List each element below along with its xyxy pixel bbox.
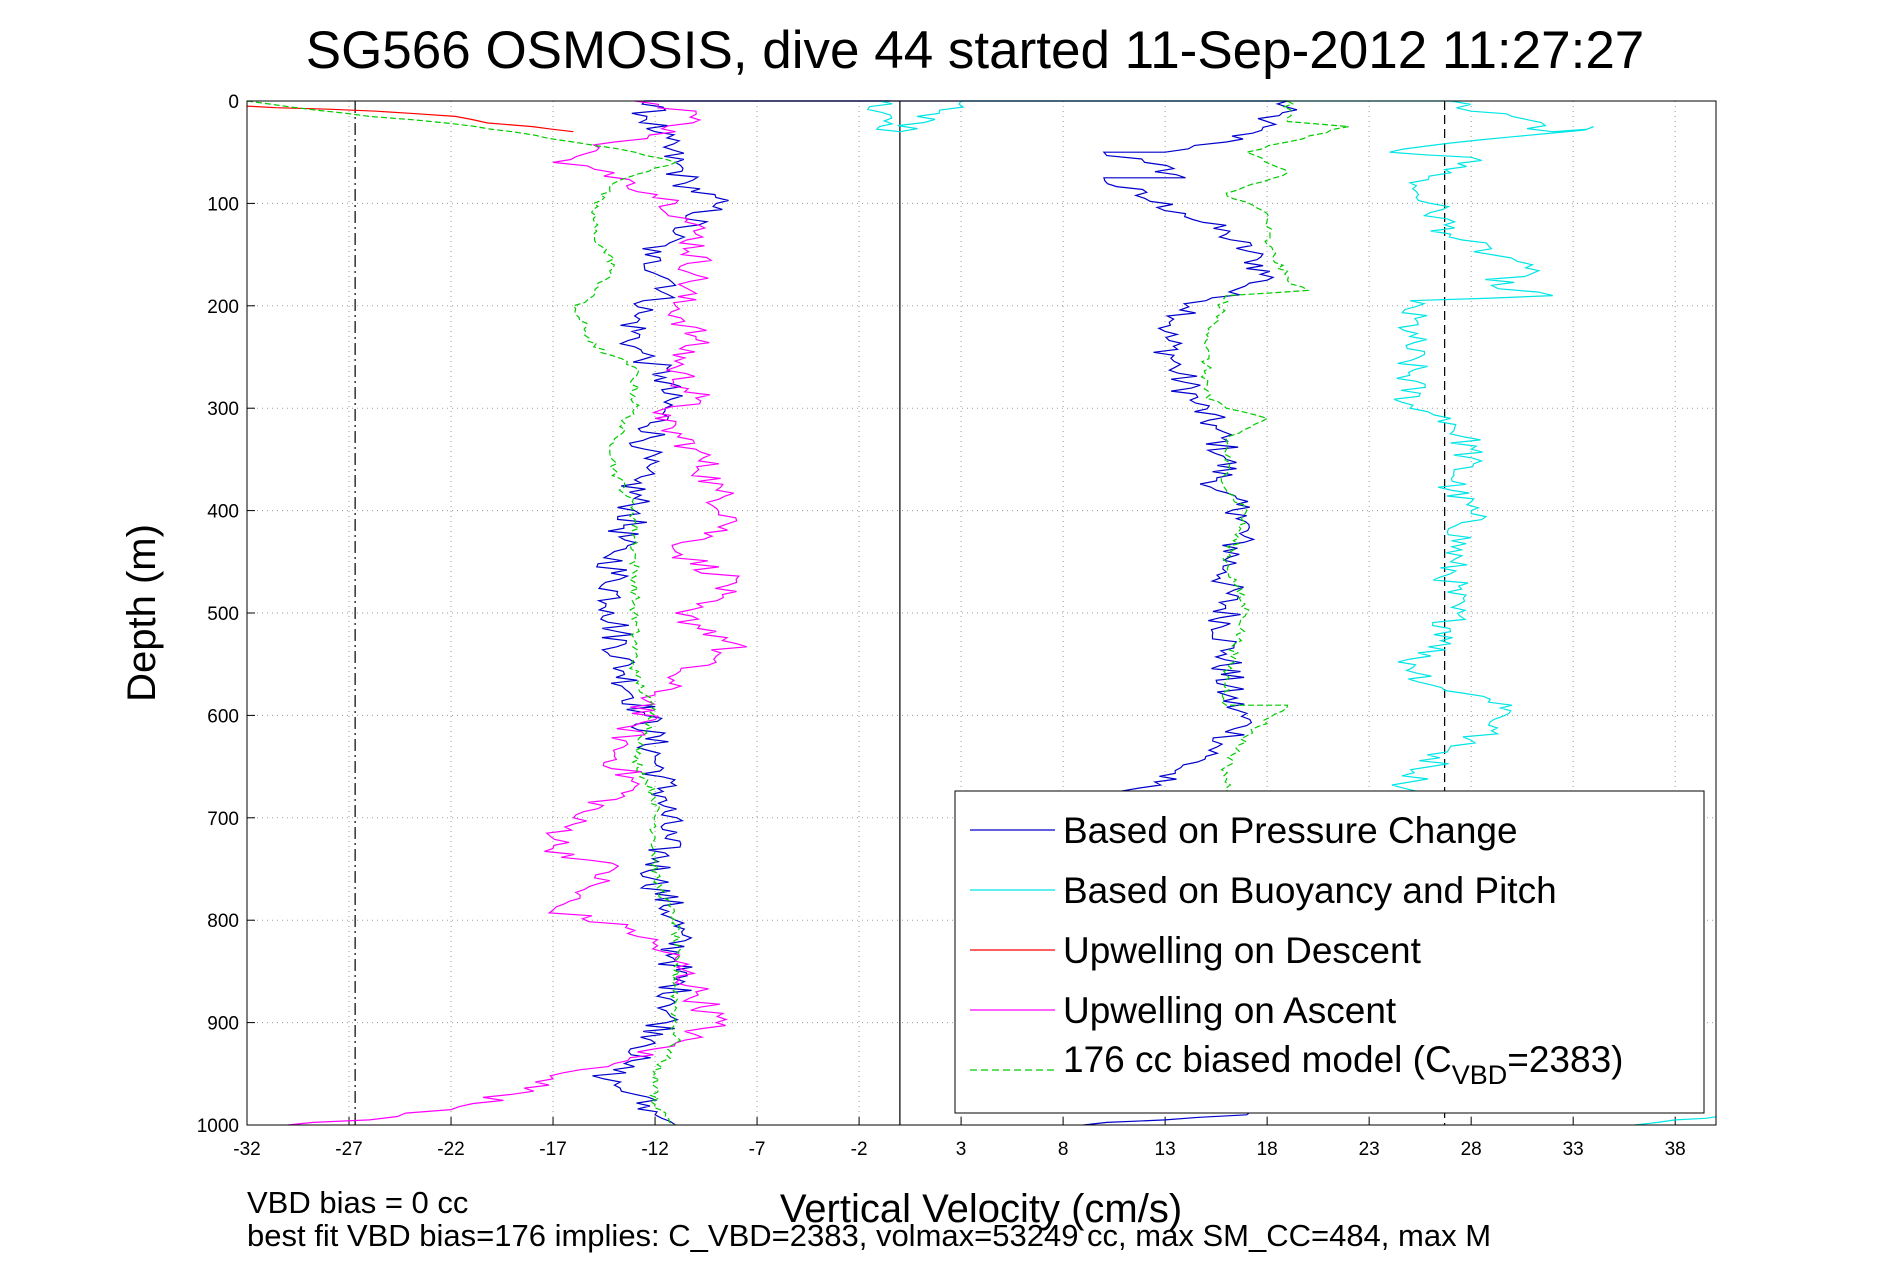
y-tick-label: 500	[207, 604, 239, 625]
legend-model-main: 176 cc biased model (C	[1063, 1039, 1452, 1080]
x-tick-label: -2	[851, 1139, 868, 1160]
legend-label-ascent: Upwelling on Ascent	[1063, 990, 1397, 1031]
y-tick-label: 1000	[197, 1116, 239, 1137]
x-tick-label: -7	[749, 1139, 766, 1160]
x-tick-label: -27	[335, 1139, 362, 1160]
x-tick-label: -17	[539, 1139, 566, 1160]
x-tick-label: -32	[233, 1139, 260, 1160]
y-tick-label: 600	[207, 706, 239, 727]
annotation-bias: VBD bias = 0 cc	[247, 1185, 468, 1220]
x-tick-label: 28	[1461, 1139, 1482, 1160]
x-tick-label: 18	[1257, 1139, 1278, 1160]
legend-label-model: 176 cc biased model (CVBD=2383)	[1063, 1039, 1623, 1090]
x-tick-label: 8	[1058, 1139, 1069, 1160]
y-tick-label: 200	[207, 297, 239, 318]
series-line-3	[866, 100, 1594, 798]
legend-model-tail: =2383)	[1507, 1039, 1623, 1080]
series-line-7	[246, 100, 683, 1126]
legend-label-pressure: Based on Pressure Change	[1063, 810, 1518, 851]
x-tick-label: -12	[641, 1139, 668, 1160]
plot-frame	[246, 100, 1717, 1126]
y-tick-label: 0	[228, 92, 239, 113]
x-axis-label: Vertical Velocity (cm/s)	[780, 1187, 1182, 1231]
legend-box	[954, 790, 1705, 1114]
legend-model-sub: VBD	[1452, 1060, 1508, 1090]
x-tick-label: -22	[437, 1139, 464, 1160]
x-tick-label: 23	[1359, 1139, 1380, 1160]
series-line-4	[1634, 1116, 1717, 1126]
x-tick-label: 13	[1155, 1139, 1176, 1160]
y-tick-label: 800	[207, 911, 239, 932]
legend: Based on Pressure Change Based on Buoyan…	[954, 790, 1705, 1114]
legend-label-descent: Upwelling on Descent	[1063, 930, 1422, 971]
legend-label-buoyancy: Based on Buoyancy and Pitch	[1063, 870, 1557, 911]
y-tick-label: 900	[207, 1014, 239, 1035]
y-tick-label: 100	[207, 194, 239, 215]
series-line-8	[1200, 100, 1349, 798]
y-axis-label: Depth (m)	[120, 524, 164, 702]
y-tick-label: 300	[207, 399, 239, 420]
chart-title: SG566 OSMOSIS, dive 44 started 11-Sep-20…	[306, 21, 1645, 80]
x-tick-label: 33	[1563, 1139, 1584, 1160]
series-line-1	[592, 100, 890, 1126]
x-tick-label: 3	[956, 1139, 967, 1160]
x-tick-labels: -32 -27 -22 -17 -12 -7 -2 3 8 13 18 23 28 33 38	[233, 1139, 1685, 1160]
y-tick-label: 700	[207, 809, 239, 830]
annotation-bestfit: best fit VBD bias=176 implies: C_VBD=238…	[247, 1218, 1491, 1253]
reference-lines	[354, 101, 1446, 1125]
series-line-5	[246, 105, 574, 133]
x-tick-label: 38	[1665, 1139, 1686, 1160]
series-line-6	[287, 100, 747, 1126]
series-lines	[246, 100, 1717, 1126]
y-tick-label: 400	[207, 502, 239, 523]
y-tick-labels: 0 100 200 300 400 500 600 700 800 900 1000	[197, 92, 239, 1137]
